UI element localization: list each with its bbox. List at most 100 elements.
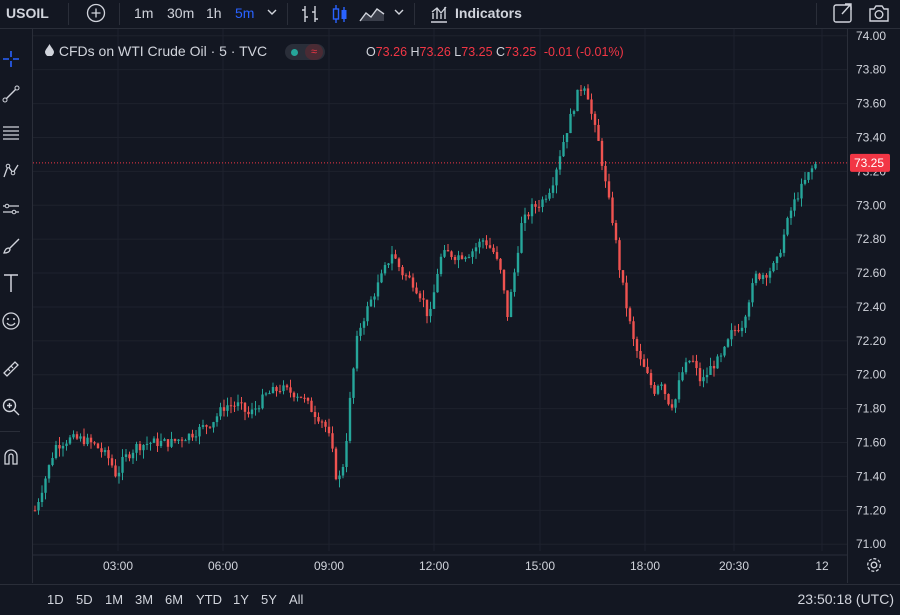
candle-body [369,299,373,307]
candle-body [278,391,282,393]
candle-body [107,450,110,459]
add-symbol-icon[interactable] [86,3,106,27]
candle-body [243,402,247,412]
text-icon[interactable] [0,271,22,295]
price-axis-scale[interactable]: 74.0073.8073.6073.4073.2073.0072.8072.60… [848,29,900,583]
fib-retracement-icon[interactable] [0,121,22,145]
price-chart[interactable]: 03:00 06:00 09:00 12:00 15:00 18:00 20:30 12 [33,29,847,583]
candle-body [523,214,527,224]
market-status-badge[interactable]: ≈ [285,44,325,61]
candle-body [338,475,341,480]
candle-body [397,258,401,268]
candle-body [331,433,334,449]
candle-body [649,373,653,386]
candle-body [492,247,495,253]
range-1m[interactable]: 1M [105,592,124,607]
candles-chart-type-icon[interactable] [329,3,351,29]
candle-body [737,330,740,332]
candle-body [516,252,520,273]
candle-body [61,445,65,449]
range-6m[interactable]: 6M [165,592,184,607]
candle-body [604,165,607,182]
indicators-icon[interactable] [428,3,450,29]
interval-1h[interactable]: 1h [206,5,222,21]
range-1y[interactable]: 1Y [233,592,249,607]
symbol-name[interactable]: USOIL [6,5,49,21]
range-5d[interactable]: 5D [76,592,93,607]
crosshair-icon[interactable] [0,47,22,71]
price-tick-label: 71.00 [856,537,886,551]
ruler-icon[interactable] [0,357,22,381]
candle-body [684,362,688,373]
brush-icon[interactable] [0,234,22,258]
range-ytd[interactable]: YTD [196,592,222,607]
range-all[interactable]: All [289,592,304,607]
candle-body [37,502,40,511]
candle-body [544,198,548,200]
chevron-down-icon[interactable] [266,5,278,23]
price-tick-label: 73.80 [856,63,886,77]
candle-body [324,421,327,427]
divider [0,431,20,432]
candle-body [733,330,737,332]
interval-1m[interactable]: 1m [134,5,154,21]
candle-body [800,183,803,199]
candle-body [194,436,198,438]
camera-icon[interactable] [867,2,891,28]
chevron-down-icon[interactable] [393,5,405,23]
projection-icon[interactable] [0,197,22,221]
trend-line-icon[interactable] [0,82,22,106]
drop-icon [45,43,55,59]
candle-body [156,438,159,447]
utc-clock[interactable]: 23:50:18 (UTC) [797,591,894,607]
candle-body [513,272,516,292]
area-chart-type-icon[interactable] [358,3,386,29]
range-1d[interactable]: 1D [47,592,64,607]
candle-body [180,439,184,441]
candle-body [348,397,352,441]
candle-body [495,252,499,259]
candle-body [446,250,450,252]
candle-body [527,214,530,217]
candle-body [299,396,303,398]
candle-body [145,443,149,445]
range-5y[interactable]: 5Y [261,592,277,607]
interval-5m-active[interactable]: 5m [235,5,255,21]
candle-body [691,360,695,362]
candle-body [670,404,674,408]
interval-30m[interactable]: 30m [167,5,195,21]
candle-body [415,287,418,294]
fullscreen-icon[interactable] [832,2,854,28]
candle-body [219,407,222,417]
price-axis[interactable]: 74.0073.8073.6073.4073.2073.0072.8072.60… [847,29,900,583]
price-tick-label: 71.60 [856,436,886,450]
candle-body [44,478,47,493]
market-open-dot [291,49,298,57]
time-tick-label: 12 [815,559,829,573]
settings-icon[interactable] [866,557,882,578]
candle-body [72,434,75,438]
candle-body [786,218,789,235]
price-tick-label: 71.40 [856,469,886,483]
candle-body [796,198,800,200]
bar-chart-type-icon[interactable] [299,3,321,29]
zoom-in-icon[interactable] [0,395,22,419]
candle-body [271,387,275,394]
emoji-icon[interactable] [0,309,22,333]
candle-body [803,179,807,184]
candle-body [394,254,397,259]
pattern-icon[interactable] [0,159,22,183]
price-tick-label: 71.20 [856,503,886,517]
legend-title[interactable]: CFDs on WTI Crude Oil · 5 · TVC [58,43,268,59]
range-3m[interactable]: 3M [135,592,154,607]
candle-body [555,169,558,186]
chart-pane[interactable]: 03:00 06:00 09:00 12:00 15:00 18:00 20:30 12 [33,29,847,583]
magnet-icon[interactable] [0,445,22,469]
candle-body [100,448,103,453]
candle-body [432,292,436,309]
candle-body [383,265,387,274]
candle-body [359,327,362,336]
candle-body [257,408,261,410]
indicators-button[interactable]: Indicators [455,5,522,21]
candle-body [583,88,586,91]
